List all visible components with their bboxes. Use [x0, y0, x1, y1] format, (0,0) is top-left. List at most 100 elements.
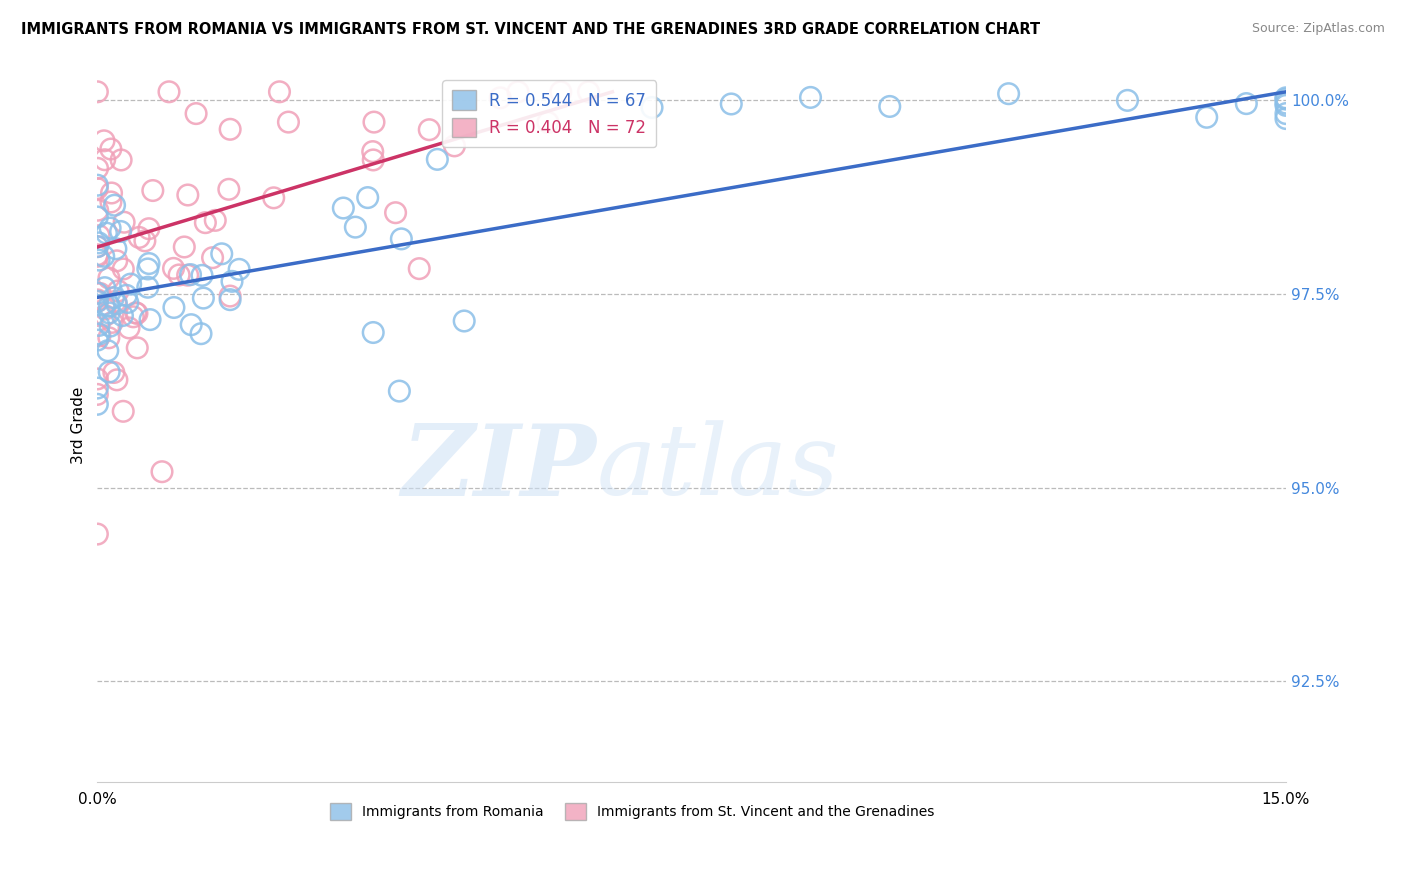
Point — [138, 256, 160, 270]
Point — [136, 262, 159, 277]
Point — [453, 314, 475, 328]
Text: Source: ZipAtlas.com: Source: ZipAtlas.com — [1251, 22, 1385, 36]
Point — [139, 312, 162, 326]
Point — [86, 203, 108, 218]
Point — [720, 97, 742, 112]
Point — [86, 248, 108, 262]
Point — [128, 230, 150, 244]
Point — [97, 271, 120, 285]
Point — [1275, 98, 1298, 112]
Legend: Immigrants from Romania, Immigrants from St. Vincent and the Grenadines: Immigrants from Romania, Immigrants from… — [325, 797, 939, 825]
Point — [641, 101, 664, 115]
Point — [344, 220, 367, 235]
Point — [86, 286, 108, 301]
Point — [443, 139, 465, 153]
Point — [162, 261, 184, 276]
Point — [997, 87, 1019, 101]
Point — [98, 221, 121, 235]
Point — [103, 366, 125, 380]
Point — [221, 274, 243, 288]
Point — [87, 235, 110, 250]
Point — [87, 326, 110, 341]
Point — [107, 284, 129, 298]
Point — [86, 527, 108, 541]
Point — [120, 277, 142, 292]
Point — [179, 268, 201, 282]
Point — [277, 115, 299, 129]
Point — [177, 188, 200, 202]
Point — [489, 91, 512, 105]
Point — [211, 247, 233, 261]
Point — [86, 161, 108, 176]
Point — [111, 309, 134, 323]
Point — [219, 293, 242, 307]
Point — [418, 122, 440, 136]
Point — [201, 251, 224, 265]
Point — [1275, 92, 1298, 106]
Point — [122, 310, 145, 324]
Point — [180, 318, 202, 332]
Point — [89, 328, 111, 343]
Point — [191, 268, 214, 283]
Point — [1275, 106, 1298, 120]
Point — [86, 372, 108, 386]
Point — [98, 365, 121, 379]
Point — [105, 253, 128, 268]
Point — [190, 326, 212, 341]
Point — [86, 397, 108, 411]
Point — [86, 239, 108, 253]
Point — [506, 85, 529, 99]
Point — [1195, 110, 1218, 124]
Point — [263, 191, 285, 205]
Point — [94, 301, 117, 316]
Point — [93, 153, 115, 167]
Point — [86, 293, 108, 307]
Point — [93, 297, 115, 311]
Point — [193, 291, 215, 305]
Point — [332, 201, 354, 215]
Text: ZIP: ZIP — [402, 420, 596, 516]
Point — [167, 268, 190, 282]
Point — [98, 299, 121, 313]
Point — [100, 142, 122, 156]
Point — [184, 106, 207, 120]
Point — [1275, 91, 1298, 105]
Point — [389, 232, 412, 246]
Point — [94, 309, 117, 323]
Point — [218, 182, 240, 196]
Point — [426, 153, 449, 167]
Point — [97, 343, 120, 358]
Point — [150, 465, 173, 479]
Point — [134, 234, 156, 248]
Point — [86, 249, 108, 263]
Point — [157, 85, 180, 99]
Point — [204, 213, 226, 227]
Point — [118, 321, 141, 335]
Point — [93, 134, 115, 148]
Point — [89, 286, 111, 301]
Point — [110, 153, 132, 167]
Text: atlas: atlas — [596, 421, 839, 516]
Point — [115, 288, 138, 302]
Point — [142, 184, 165, 198]
Point — [125, 306, 148, 320]
Point — [1116, 94, 1139, 108]
Point — [219, 122, 242, 136]
Point — [104, 294, 127, 309]
Point — [1234, 96, 1257, 111]
Point — [103, 291, 125, 305]
Point — [86, 239, 108, 253]
Point — [176, 268, 198, 282]
Point — [1275, 96, 1298, 111]
Point — [361, 153, 384, 167]
Point — [87, 228, 110, 243]
Point — [112, 404, 135, 418]
Point — [112, 215, 135, 229]
Point — [98, 306, 121, 320]
Point — [86, 387, 108, 401]
Point — [97, 331, 120, 345]
Text: IMMIGRANTS FROM ROMANIA VS IMMIGRANTS FROM ST. VINCENT AND THE GRENADINES 3RD GR: IMMIGRANTS FROM ROMANIA VS IMMIGRANTS FR… — [21, 22, 1040, 37]
Y-axis label: 3rd Grade: 3rd Grade — [72, 387, 86, 464]
Point — [194, 216, 217, 230]
Point — [100, 194, 122, 209]
